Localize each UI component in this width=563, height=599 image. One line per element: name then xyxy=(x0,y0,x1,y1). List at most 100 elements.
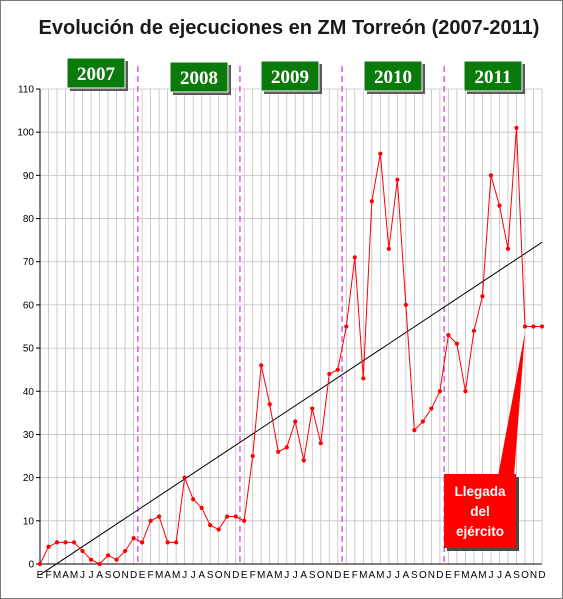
x-tick-label: M xyxy=(376,570,384,581)
trendline xyxy=(39,241,543,576)
data-point xyxy=(216,527,221,532)
x-tick-label: J xyxy=(191,570,196,581)
data-point xyxy=(182,475,187,480)
data-point xyxy=(352,255,357,260)
data-point xyxy=(97,561,102,567)
year-box xyxy=(463,60,523,92)
x-tick-label: S xyxy=(411,570,418,581)
data-point xyxy=(514,125,519,130)
year-labels: 2007 2008 2009 2010 2011 xyxy=(66,57,525,95)
x-tick-label: A xyxy=(471,570,478,581)
x-tick-label: F xyxy=(352,570,358,581)
x-tick-label: A xyxy=(505,570,512,581)
x-tick-label: A xyxy=(403,570,410,581)
x-tick-label: A xyxy=(62,570,69,581)
year-label: 2007 xyxy=(77,64,116,85)
data-point xyxy=(225,514,230,519)
x-tick-label: O xyxy=(113,570,121,581)
year-box xyxy=(66,57,126,89)
data-point xyxy=(208,523,213,528)
y-tick-label: 90 xyxy=(23,171,35,182)
series-group xyxy=(37,125,545,567)
x-tick-label: M xyxy=(359,570,367,581)
x-tick-label: D xyxy=(232,570,239,581)
x-tick-label: J xyxy=(80,570,85,581)
callout-box xyxy=(444,474,516,548)
data-point xyxy=(250,453,255,459)
x-tick-label: F xyxy=(148,570,154,581)
annotation-callout: Llegada del ejército xyxy=(444,332,525,551)
year-dividers xyxy=(137,66,445,564)
data-point xyxy=(46,544,51,549)
x-tick-label: S xyxy=(105,570,112,581)
x-tick-label: N xyxy=(121,570,128,581)
year-box xyxy=(260,60,320,92)
data-point xyxy=(37,561,43,567)
y-tick-label: 20 xyxy=(23,473,35,484)
data-point xyxy=(463,389,468,394)
x-tick-label: J xyxy=(284,570,289,581)
data-point xyxy=(522,324,528,329)
x-tick-label: M xyxy=(70,570,78,581)
x-tick-label: F xyxy=(45,570,51,581)
data-point xyxy=(114,557,119,562)
x-tick-label: F xyxy=(250,570,256,581)
data-point xyxy=(80,548,85,554)
year-label: 2011 xyxy=(475,67,512,88)
data-point xyxy=(140,540,145,545)
x-tick-label: S xyxy=(207,570,214,581)
x-tick-label: D xyxy=(130,570,137,581)
x-tick-label: A xyxy=(368,570,375,581)
data-point xyxy=(539,324,545,329)
callout-text-line: ejército xyxy=(456,524,504,539)
data-point xyxy=(488,173,494,178)
data-point xyxy=(284,445,289,450)
y-tick-label: 80 xyxy=(23,214,35,225)
data-point xyxy=(327,371,332,377)
x-tick-label: F xyxy=(454,570,460,581)
x-tick-label: A xyxy=(266,570,273,581)
x-tick-label: E xyxy=(241,570,248,581)
data-point xyxy=(361,376,366,381)
year-label: 2009 xyxy=(271,67,309,88)
x-tick-label: N xyxy=(326,570,333,581)
data-point xyxy=(191,497,196,502)
y-tick-label: 0 xyxy=(28,560,34,571)
data-point xyxy=(335,367,340,372)
trendline-group xyxy=(39,241,543,576)
x-tick-label: M xyxy=(257,570,265,581)
year-label: 2010 xyxy=(374,67,412,88)
x-tick-label: M xyxy=(172,570,180,581)
year-label: 2008 xyxy=(180,68,218,89)
data-point xyxy=(122,548,128,554)
data-point xyxy=(505,246,511,251)
data-point xyxy=(403,302,408,308)
data-point xyxy=(259,363,264,368)
x-tick-label: N xyxy=(428,570,435,581)
data-point xyxy=(63,540,68,545)
x-tick-label: D xyxy=(538,570,545,581)
data-point xyxy=(454,341,460,346)
data-point xyxy=(233,514,238,519)
data-point xyxy=(88,557,94,562)
data-point xyxy=(531,324,536,329)
x-tick-label: M xyxy=(478,570,486,581)
x-tick-label: M xyxy=(53,570,61,581)
data-point xyxy=(276,449,281,454)
x-tick-label: N xyxy=(224,570,231,581)
data-point xyxy=(105,553,111,558)
x-tick-label: D xyxy=(334,570,341,581)
x-tick-label: J xyxy=(497,570,502,581)
x-tick-label: E xyxy=(343,570,350,581)
y-tick-label: 50 xyxy=(23,344,35,355)
data-point xyxy=(54,540,60,545)
x-tick-label: M xyxy=(274,570,282,581)
data-point xyxy=(480,294,485,299)
x-tick-label: A xyxy=(198,570,205,581)
y-tick-label: 110 xyxy=(18,85,34,96)
callout-text-line: del xyxy=(470,504,490,519)
data-point xyxy=(437,389,442,394)
data-point xyxy=(310,406,315,411)
